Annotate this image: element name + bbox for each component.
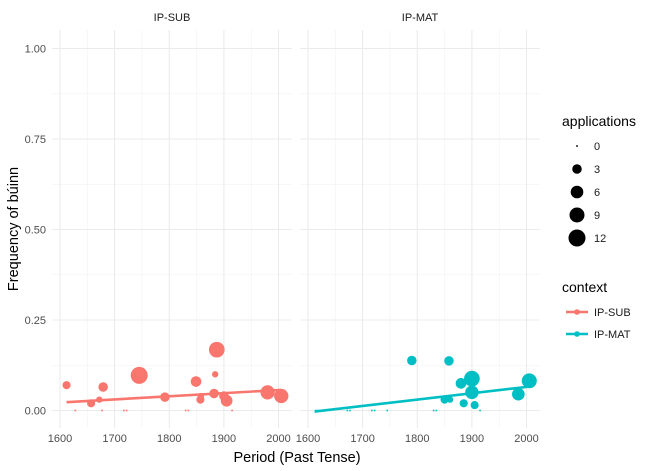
facet-label: IP-MAT bbox=[402, 12, 439, 24]
x-tick-label: 1700 bbox=[350, 433, 374, 445]
panel-ip-sub: IP-SUB 1600 1700 1800 1900 2000 0.00 0.25 0.50 0.… bbox=[25, 12, 292, 445]
size-legend-key bbox=[569, 207, 585, 223]
size-legend-key bbox=[576, 145, 578, 147]
data-point bbox=[123, 409, 125, 412]
color-legend-key-point bbox=[574, 309, 580, 315]
y-tick-label: 0.50 bbox=[25, 225, 46, 237]
size-legend-label: 3 bbox=[594, 164, 600, 176]
data-point bbox=[386, 409, 389, 412]
data-point bbox=[190, 376, 202, 387]
data-point bbox=[455, 378, 467, 389]
data-point bbox=[444, 356, 454, 366]
data-point bbox=[464, 370, 480, 387]
color-legend-label: IP-SUB bbox=[594, 307, 631, 319]
data-point bbox=[479, 409, 481, 412]
data-point bbox=[209, 388, 219, 399]
data-point bbox=[74, 409, 77, 412]
size-legend-label: 0 bbox=[594, 141, 600, 153]
size-legend-key bbox=[570, 185, 584, 199]
data-point bbox=[101, 409, 103, 412]
y-tick-label: 0.00 bbox=[25, 406, 46, 418]
data-point bbox=[187, 409, 190, 412]
size-legend-label: 6 bbox=[594, 187, 600, 199]
data-point bbox=[459, 399, 468, 408]
data-point bbox=[446, 396, 454, 403]
data-point bbox=[465, 385, 479, 400]
y-axis-label: Frequency of búinn bbox=[6, 167, 22, 291]
color-legend-key-point bbox=[574, 331, 580, 337]
x-tick-label: 1600 bbox=[48, 433, 72, 445]
data-point bbox=[197, 392, 205, 400]
data-point bbox=[323, 409, 326, 412]
data-point bbox=[440, 395, 449, 404]
data-point bbox=[211, 371, 219, 378]
data-point bbox=[184, 409, 187, 412]
x-tick-label: 1600 bbox=[296, 433, 320, 445]
x-axis-label: Period (Past Tense) bbox=[233, 450, 360, 466]
y-tick-label: 0.25 bbox=[25, 315, 46, 327]
x-tick-label: 2000 bbox=[266, 433, 290, 445]
data-point bbox=[432, 409, 435, 412]
x-tick-label: 1700 bbox=[102, 433, 126, 445]
y-tick-label: 0.75 bbox=[25, 134, 46, 146]
data-point bbox=[470, 401, 479, 410]
data-point bbox=[274, 388, 289, 404]
panel-ip-mat: IP-MAT 1600 1700 1800 1900 2000 bbox=[296, 12, 540, 445]
size-legend-label: 9 bbox=[594, 210, 600, 222]
data-point bbox=[208, 341, 225, 358]
data-point bbox=[521, 373, 537, 389]
trend-line bbox=[314, 385, 530, 413]
data-point bbox=[87, 399, 96, 408]
data-point bbox=[98, 382, 108, 392]
size-legend-title: applications bbox=[562, 113, 636, 129]
data-point bbox=[349, 409, 351, 412]
data-point bbox=[407, 355, 417, 366]
data-point bbox=[130, 366, 148, 384]
facet-label: IP-SUB bbox=[154, 12, 191, 24]
data-point bbox=[435, 409, 438, 412]
data-point bbox=[260, 385, 275, 400]
data-point bbox=[125, 409, 128, 412]
size-legend-label: 12 bbox=[594, 233, 606, 245]
data-point bbox=[231, 409, 233, 412]
x-tick-label: 1800 bbox=[157, 433, 181, 445]
data-point bbox=[371, 409, 373, 412]
data-point bbox=[317, 409, 319, 412]
data-point bbox=[160, 392, 170, 402]
y-tick-label: 1.00 bbox=[25, 44, 46, 56]
data-point bbox=[314, 409, 317, 412]
data-point bbox=[62, 381, 71, 390]
data-point bbox=[220, 394, 233, 407]
size-legend-key bbox=[568, 229, 586, 247]
x-tick-label: 1900 bbox=[460, 433, 484, 445]
color-legend-label: IP-MAT bbox=[594, 329, 631, 341]
x-tick-label: 1800 bbox=[405, 433, 429, 445]
data-point bbox=[96, 396, 103, 403]
x-tick-label: 1900 bbox=[212, 433, 236, 445]
data-point bbox=[373, 409, 376, 412]
data-point bbox=[346, 409, 349, 412]
x-tick-label: 2000 bbox=[514, 433, 538, 445]
color-legend-title: context bbox=[562, 279, 607, 295]
size-legend-key bbox=[572, 164, 582, 174]
data-point bbox=[512, 387, 525, 401]
